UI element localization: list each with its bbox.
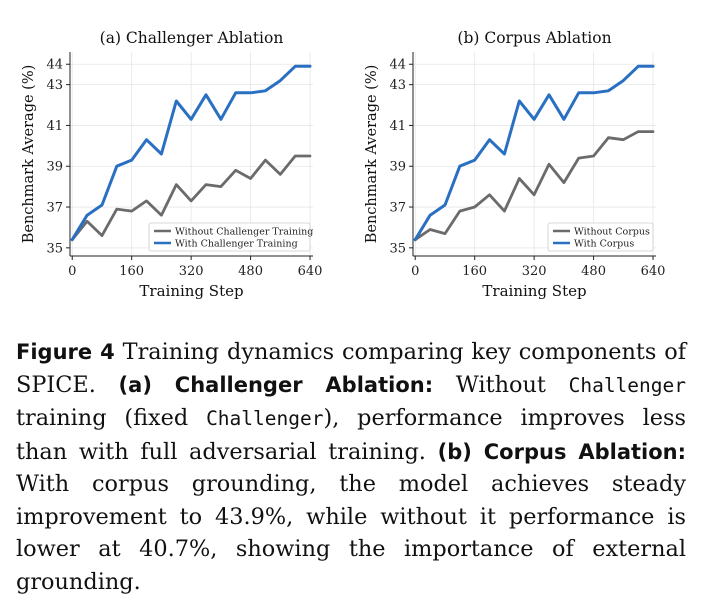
x-tick-label: 160 xyxy=(119,264,144,279)
y-tick-label: 41 xyxy=(46,119,63,134)
x-tick-label: 640 xyxy=(641,264,666,279)
legend-entry-label: With Challenger Training xyxy=(175,239,298,250)
y-tick-label: 39 xyxy=(389,160,406,175)
y-tick-label: 43 xyxy=(389,78,406,93)
y-axis-label: Benchmark Average (%) xyxy=(364,65,380,244)
series-line-baseline xyxy=(70,154,312,242)
caption-text-3: training (fixed xyxy=(16,405,207,431)
x-tick-label: 320 xyxy=(522,264,547,279)
chart-panel-a: 0 160 320 480 640 35 37 39 41 43 44 (a) Challenger … xyxy=(21,29,322,300)
caption-text-2: Without xyxy=(433,371,569,398)
x-tick-label: 640 xyxy=(298,264,323,279)
legend-entry-label: Without Corpus xyxy=(574,227,650,238)
chart-title: (a) Challenger Ablation xyxy=(100,29,284,47)
y-tick-label: 35 xyxy=(46,241,63,256)
figure-caption: Figure 4 Training dynamics comparing key… xyxy=(16,336,686,598)
caption-text-5: With corpus grounding, the model achieve… xyxy=(16,471,686,595)
y-tick-label: 37 xyxy=(389,201,406,216)
series-line-baseline xyxy=(413,130,655,242)
chart-panel-b: 0 160 320 480 640 35 37 39 41 43 44 (b) Corpus Abla… xyxy=(364,29,665,300)
y-tick-label: 43 xyxy=(46,78,63,93)
x-tick-label: 0 xyxy=(411,264,419,279)
y-tick-label: 44 xyxy=(46,58,63,73)
caption-part-a-label: (a) Challenger Ablation: xyxy=(118,372,434,397)
x-axis-label: Training Step xyxy=(139,282,243,300)
y-tick-label: 35 xyxy=(389,241,406,256)
caption-code-challenger-2: Challenger xyxy=(206,407,324,430)
legend-box xyxy=(148,222,311,252)
legend-entry-label: With Corpus xyxy=(574,239,634,250)
figure-svg: 0 160 320 480 640 35 37 39 41 43 44 (a) Challenger … xyxy=(21,29,665,300)
legend-entry-label: Without Challenger Training xyxy=(175,227,313,238)
y-tick-label: 44 xyxy=(389,58,406,73)
legend-box xyxy=(547,222,654,252)
y-axis-label: Benchmark Average (%) xyxy=(21,65,37,244)
x-tick-label: 160 xyxy=(462,264,487,279)
x-tick-label: 480 xyxy=(581,264,606,279)
caption-label: Figure 4 xyxy=(16,340,115,364)
y-tick-label: 37 xyxy=(46,201,63,216)
figure-panels: 0 160 320 480 640 35 37 39 41 43 44 (a) Challenger … xyxy=(21,29,665,300)
x-tick-label: 480 xyxy=(238,264,263,279)
series-line-full xyxy=(70,64,312,242)
x-tick-label: 0 xyxy=(68,264,76,279)
caption-text-4: ), performance improves less than with f… xyxy=(16,405,686,465)
chart-title: (b) Corpus Ablation xyxy=(457,29,611,47)
x-axis-label: Training Step xyxy=(482,282,586,300)
caption-part-b-label: (b) Corpus Ablation: xyxy=(437,439,686,464)
caption-code-challenger-1: Challenger xyxy=(568,373,686,397)
caption-text-1: Training dynamics comparing key componen… xyxy=(16,339,686,398)
y-tick-label: 41 xyxy=(389,119,406,134)
y-tick-label: 39 xyxy=(46,160,63,175)
x-tick-label: 320 xyxy=(179,264,204,279)
series-line-full xyxy=(413,64,655,242)
